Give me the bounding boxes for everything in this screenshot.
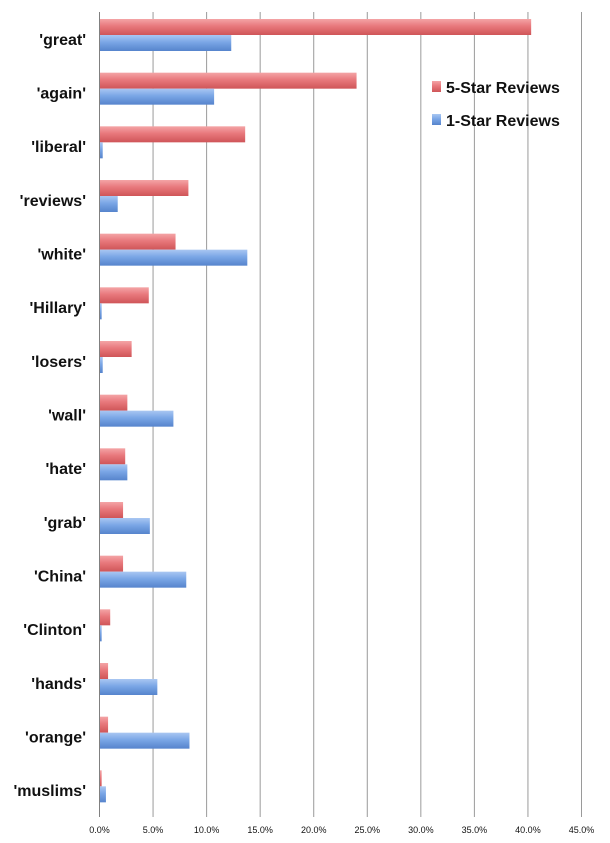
bar-5-star bbox=[99, 341, 132, 357]
x-tick-label: 45.0% bbox=[569, 825, 595, 835]
bar-5-star bbox=[99, 287, 149, 304]
bar-1-star bbox=[99, 303, 102, 320]
category-label: 'great' bbox=[39, 32, 86, 49]
bar-5-star bbox=[99, 609, 111, 626]
category-label: 'hands' bbox=[31, 676, 86, 693]
bar-1-star bbox=[99, 357, 103, 373]
bar-5-star bbox=[99, 72, 357, 89]
bars bbox=[99, 19, 532, 803]
bar-1-star bbox=[99, 464, 128, 481]
category-label: 'grab' bbox=[44, 515, 86, 532]
category-label: 'losers' bbox=[31, 354, 86, 371]
bar-5-star bbox=[99, 770, 102, 787]
x-tick-label: 5.0% bbox=[143, 825, 164, 835]
category-label: 'hate' bbox=[45, 461, 86, 478]
bar-5-star bbox=[99, 126, 246, 143]
category-labels: 'great' 'again' 'liberal' 'reviews' 'white' '… bbox=[13, 32, 86, 800]
x-axis-tick-labels: 0.0% 5.0% 10.0% 15.0% 20.0% 25.0% 30.0% 35.0% 40… bbox=[89, 825, 594, 835]
x-tick-label: 25.0% bbox=[355, 825, 381, 835]
category-label: 'muslims' bbox=[13, 783, 86, 800]
legend-label-5-star: 5-Star Reviews bbox=[446, 80, 560, 97]
bar-1-star bbox=[99, 142, 103, 159]
bar-1-star bbox=[99, 196, 118, 212]
category-label: 'China' bbox=[34, 569, 86, 586]
bar-1-star bbox=[99, 679, 158, 695]
legend-label-1-star: 1-Star Reviews bbox=[446, 113, 560, 130]
category-label: 'Hillary' bbox=[29, 300, 86, 317]
bar-5-star bbox=[99, 19, 532, 35]
x-tick-label: 30.0% bbox=[408, 825, 434, 835]
x-tick-label: 10.0% bbox=[194, 825, 220, 835]
bar-5-star bbox=[99, 555, 124, 572]
x-tick-label: 20.0% bbox=[301, 825, 327, 835]
bar-1-star bbox=[99, 732, 190, 749]
bar-1-star bbox=[99, 518, 150, 534]
bar-5-star bbox=[99, 233, 176, 250]
bar-1-star bbox=[99, 249, 248, 266]
category-label: 'orange' bbox=[25, 730, 86, 747]
category-label: 'again' bbox=[37, 86, 86, 103]
bar-1-star bbox=[99, 625, 102, 642]
x-tick-label: 0.0% bbox=[89, 825, 110, 835]
legend: 5-Star Reviews 1-Star Reviews bbox=[432, 80, 560, 130]
legend-swatch-5-star bbox=[432, 81, 441, 92]
x-tick-label: 40.0% bbox=[515, 825, 541, 835]
bar-1-star bbox=[99, 410, 174, 427]
bar-5-star bbox=[99, 663, 109, 679]
category-label: 'white' bbox=[38, 247, 87, 264]
category-label: 'wall' bbox=[48, 408, 86, 425]
bar-1-star bbox=[99, 571, 187, 588]
bar-5-star bbox=[99, 716, 109, 733]
legend-swatch-1-star bbox=[432, 114, 441, 125]
category-label: 'Clinton' bbox=[23, 622, 86, 639]
bar-5-star bbox=[99, 448, 126, 465]
x-tick-label: 35.0% bbox=[462, 825, 488, 835]
bar-5-star bbox=[99, 180, 189, 196]
x-tick-label: 15.0% bbox=[247, 825, 273, 835]
bar-1-star bbox=[99, 786, 106, 803]
bar-1-star bbox=[99, 35, 232, 51]
gridlines bbox=[152, 12, 582, 817]
bar-1-star bbox=[99, 88, 215, 105]
category-label: 'reviews' bbox=[20, 193, 86, 210]
bar-5-star bbox=[99, 502, 124, 518]
category-label: 'liberal' bbox=[31, 139, 86, 156]
bar-5-star bbox=[99, 394, 128, 411]
